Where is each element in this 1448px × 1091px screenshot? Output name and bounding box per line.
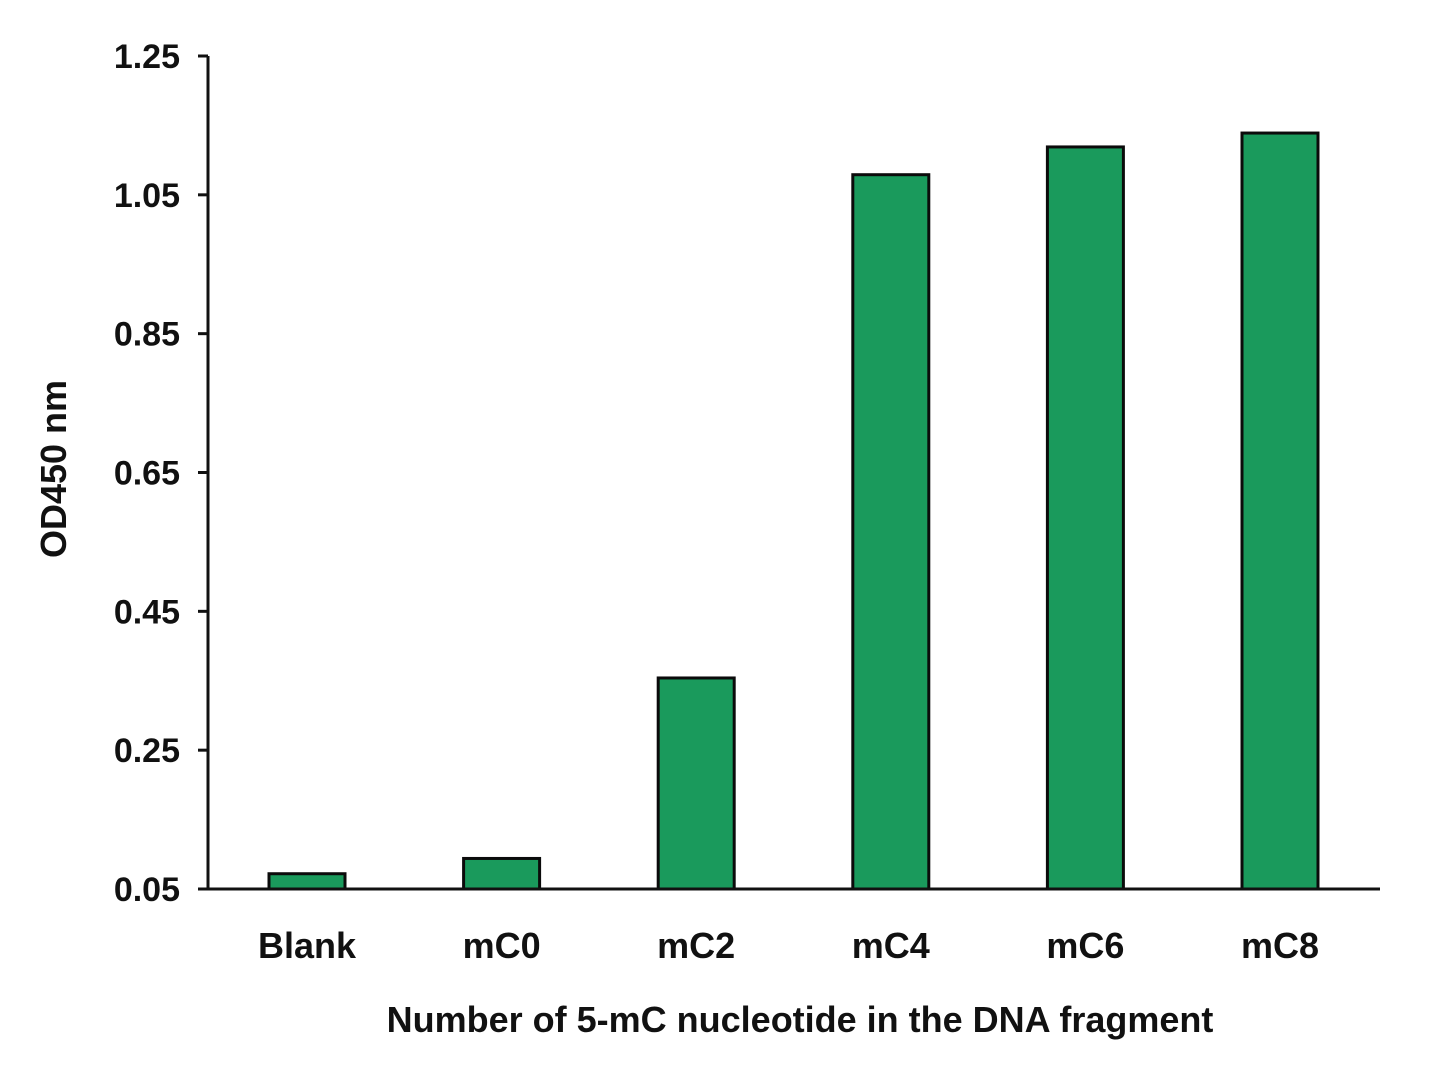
y-tick-label: 0.05 bbox=[114, 871, 180, 909]
bar-mc0 bbox=[462, 856, 542, 891]
x-category-label: mC6 bbox=[1046, 925, 1124, 966]
x-labels-layer: Blank mC0 mC2 mC4 mC6 mC8 bbox=[258, 925, 1319, 966]
y-tick-label: 0.25 bbox=[114, 732, 180, 770]
bar-blank bbox=[267, 872, 347, 891]
y-tick-label: 1.25 bbox=[114, 38, 180, 76]
bar-mc4 bbox=[851, 173, 931, 891]
y-tick-label: 0.45 bbox=[114, 593, 180, 631]
x-category-label: mC0 bbox=[463, 925, 541, 966]
y-tick-label: 0.85 bbox=[114, 316, 180, 354]
y-tick-label: 0.65 bbox=[114, 455, 180, 493]
x-axis-title: Number of 5-mC nucleotide in the DNA fra… bbox=[387, 999, 1214, 1040]
x-category-label: mC8 bbox=[1241, 925, 1319, 966]
axes-layer bbox=[206, 56, 1380, 891]
bar-mc8 bbox=[1240, 131, 1320, 891]
bar-mc2 bbox=[656, 676, 736, 891]
x-category-label: mC2 bbox=[657, 925, 735, 966]
bar-mc6 bbox=[1045, 145, 1125, 891]
x-category-label: mC4 bbox=[852, 925, 930, 966]
y-tick-label: 1.05 bbox=[114, 177, 180, 215]
bars-layer bbox=[267, 131, 1320, 891]
y-axis-title: OD450 nm bbox=[33, 380, 74, 558]
x-category-label: Blank bbox=[258, 925, 357, 966]
y-ticks-layer: 0.05 0.25 0.45 0.65 0.85 1.05 1.25 bbox=[114, 38, 208, 909]
